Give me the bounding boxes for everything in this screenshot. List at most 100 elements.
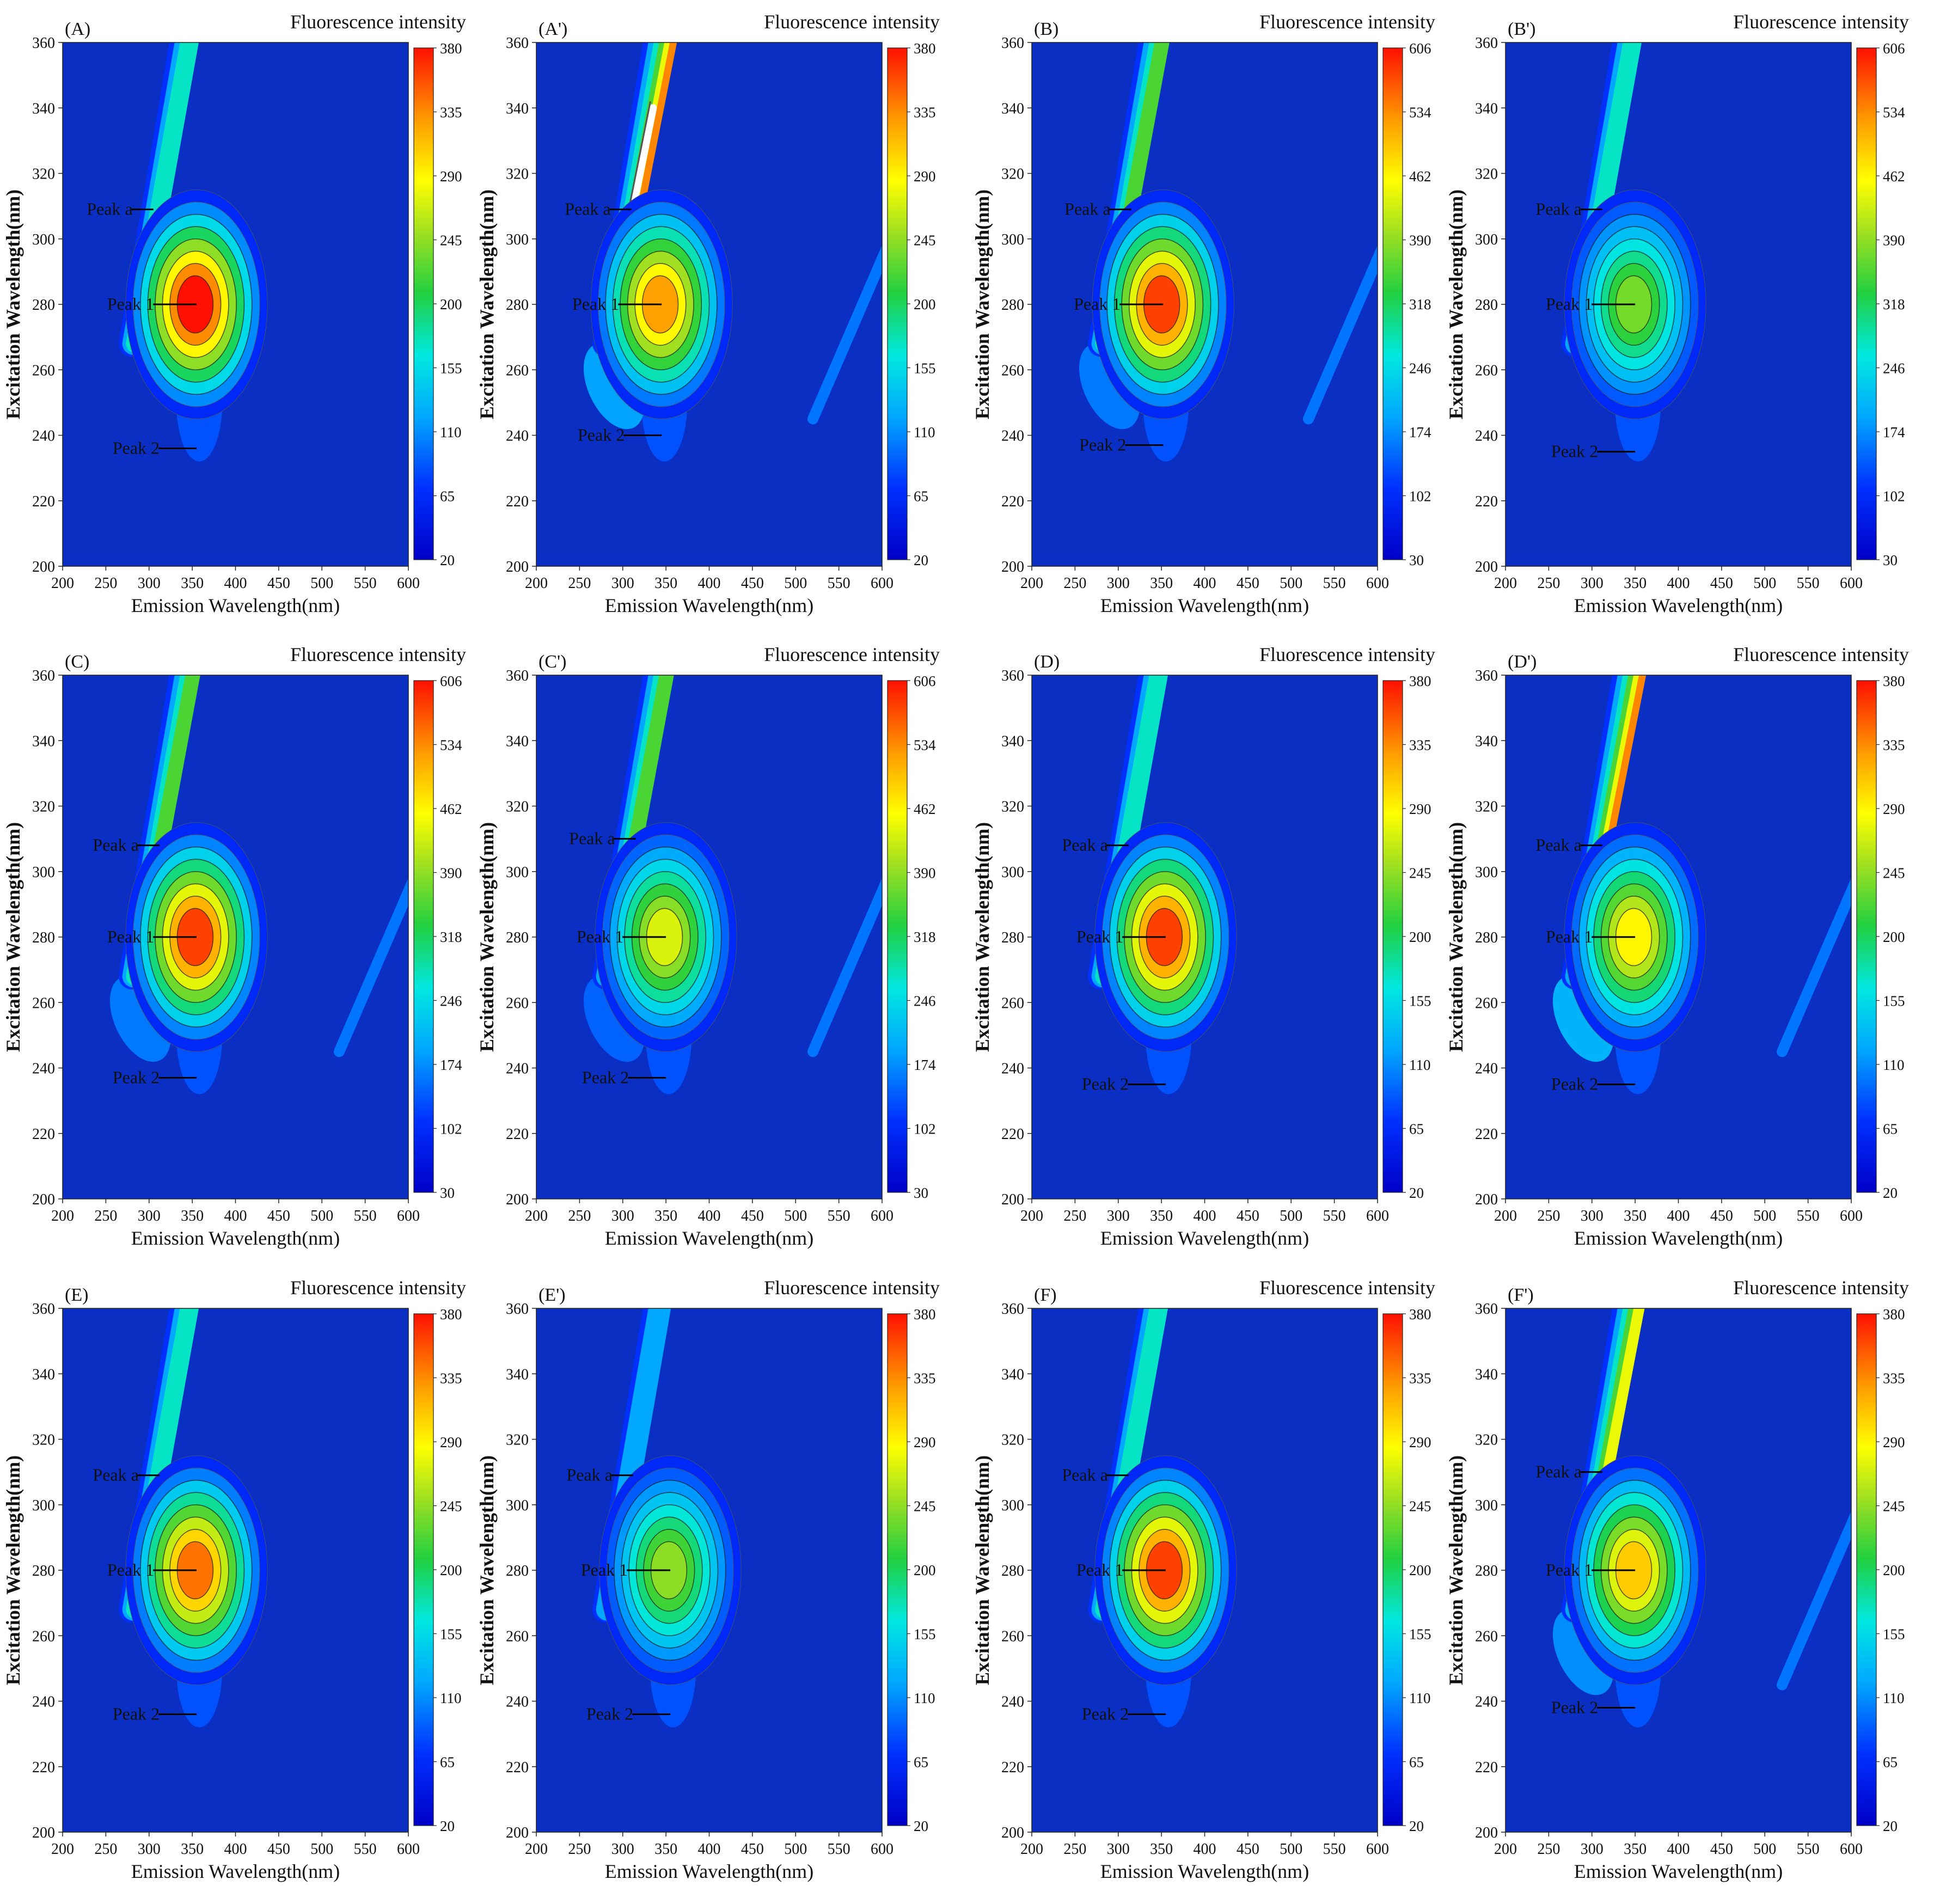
peak-a-label: Peak a [87, 199, 132, 219]
x-axis-label: Emission Wavelength(nm) [1574, 595, 1783, 616]
x-tick-label: 450 [741, 1841, 764, 1858]
y-tick-label: 260 [1475, 995, 1498, 1012]
colorbar-tick-label: 318 [1883, 296, 1905, 313]
y-tick-label: 280 [32, 1563, 55, 1579]
x-tick-label: 600 [1840, 1841, 1863, 1858]
second-order-streak [1777, 1511, 1851, 1691]
y-tick-label: 220 [506, 1759, 529, 1776]
peak-2-label: Peak 2 [1082, 1074, 1129, 1094]
y-tick-label: 260 [1001, 995, 1024, 1012]
colorbar-title: Fluorescence intensity [1259, 11, 1435, 33]
y-axis-label: Excitation Wavelength(nm) [971, 1455, 993, 1685]
colorbar-tick-label: 335 [914, 1370, 936, 1387]
y-tick-label: 200 [506, 1825, 529, 1841]
x-tick-label: 600 [1840, 1208, 1863, 1225]
x-tick-label: 600 [1840, 575, 1863, 592]
colorbar-tick-label: 534 [1883, 105, 1905, 121]
y-tick-label: 360 [1001, 35, 1024, 52]
y-tick-label: 220 [1475, 1126, 1498, 1143]
colorbar [1856, 680, 1877, 1193]
y-tick-label: 260 [1475, 362, 1498, 379]
peak-1-label: Peak 1 [1074, 294, 1121, 314]
y-tick-label: 300 [32, 864, 55, 881]
colorbar-tick-label: 200 [440, 1562, 462, 1578]
x-tick-label: 200 [1020, 1841, 1043, 1858]
colorbar-tick-label: 318 [1409, 296, 1431, 313]
colorbar-tick-label: 390 [1883, 232, 1905, 249]
x-tick-label: 250 [94, 575, 117, 592]
x-tick-label: 200 [1494, 1208, 1517, 1225]
x-tick-label: 400 [698, 1208, 721, 1225]
y-tick-label: 200 [1475, 1825, 1498, 1841]
colorbar-title: Fluorescence intensity [290, 644, 466, 665]
y-axis-label: Excitation Wavelength(nm) [971, 822, 993, 1052]
x-tick-label: 250 [94, 1208, 117, 1225]
eem-panel: 200 250 300 350 400 450 500 550 600 200 220 240 260 2… [1445, 11, 1909, 616]
y-tick-label: 340 [506, 1366, 529, 1383]
x-tick-label: 300 [138, 1841, 161, 1858]
x-tick-label: 500 [784, 575, 807, 592]
y-tick-label: 260 [1001, 362, 1024, 379]
x-tick-label: 350 [654, 1841, 677, 1858]
x-tick-label: 200 [525, 575, 548, 592]
y-tick-label: 300 [506, 1497, 529, 1514]
colorbar-tick-label: 462 [1409, 168, 1431, 185]
x-tick-label: 550 [354, 575, 377, 592]
colorbar-title: Fluorescence intensity [290, 11, 466, 33]
x-tick-label: 300 [611, 1208, 634, 1225]
x-tick-label: 450 [1237, 575, 1259, 592]
peak-1-label: Peak 1 [1546, 294, 1593, 314]
y-tick-label: 200 [32, 1825, 55, 1841]
colorbar-tick-label: 390 [1409, 232, 1431, 249]
eem-panel: 200 250 300 350 400 450 500 550 600 200 220 240 260 2… [971, 644, 1435, 1249]
x-tick-label: 350 [654, 575, 677, 592]
colorbar [887, 47, 908, 560]
y-tick-label: 340 [32, 1366, 55, 1383]
x-tick-label: 250 [568, 1208, 591, 1225]
y-tick-label: 200 [32, 559, 55, 576]
colorbar-tick-label: 335 [1409, 1370, 1431, 1387]
colorbar-tick-label: 380 [440, 1306, 462, 1323]
colorbar-title: Fluorescence intensity [1259, 644, 1435, 665]
colorbar-tick-label: 534 [440, 737, 462, 754]
colorbar-tick-label: 290 [440, 1434, 462, 1450]
x-axis-label: Emission Wavelength(nm) [1574, 1227, 1783, 1249]
peak-a-label: Peak a [93, 1465, 138, 1485]
y-tick-label: 200 [506, 559, 529, 576]
colorbar-tick-label: 65 [914, 1754, 928, 1771]
colorbar-tick-label: 335 [1883, 1370, 1905, 1387]
x-tick-label: 450 [1710, 1841, 1733, 1858]
peak-2-label: Peak 2 [582, 1068, 629, 1087]
x-tick-label: 600 [397, 1208, 420, 1225]
x-axis-label: Emission Wavelength(nm) [1574, 1860, 1783, 1882]
y-tick-label: 360 [1475, 35, 1498, 52]
panel-label: (B') [1508, 19, 1535, 39]
x-tick-label: 550 [1323, 575, 1346, 592]
x-tick-label: 300 [1581, 575, 1604, 592]
x-tick-label: 450 [741, 1208, 764, 1225]
colorbar-tick-label: 462 [1883, 168, 1905, 185]
y-tick-label: 300 [32, 231, 55, 248]
colorbar-title: Fluorescence intensity [1259, 1277, 1435, 1299]
colorbar-tick-label: 110 [1883, 1690, 1905, 1706]
colorbar [887, 680, 908, 1193]
colorbar-tick-label: 335 [1883, 737, 1905, 754]
y-tick-label: 340 [1001, 100, 1024, 117]
colorbar-tick-label: 246 [1883, 360, 1905, 377]
x-tick-label: 500 [1280, 1841, 1302, 1858]
x-tick-label: 500 [1753, 1841, 1776, 1858]
y-tick-label: 300 [1001, 1497, 1024, 1514]
colorbar [413, 680, 434, 1193]
y-tick-label: 240 [1001, 1694, 1024, 1711]
y-tick-label: 240 [32, 1694, 55, 1711]
panel-label: (F) [1034, 1285, 1057, 1305]
colorbar-tick-label: 155 [1409, 1626, 1431, 1643]
peak-a-label: Peak a [1535, 1462, 1581, 1481]
y-tick-label: 320 [1475, 799, 1498, 816]
x-tick-label: 350 [1150, 1208, 1173, 1225]
colorbar-tick-label: 390 [914, 865, 936, 881]
y-tick-label: 200 [1001, 1191, 1024, 1208]
colorbar-tick-label: 65 [440, 1754, 455, 1771]
colorbar-tick-label: 245 [914, 1498, 936, 1515]
